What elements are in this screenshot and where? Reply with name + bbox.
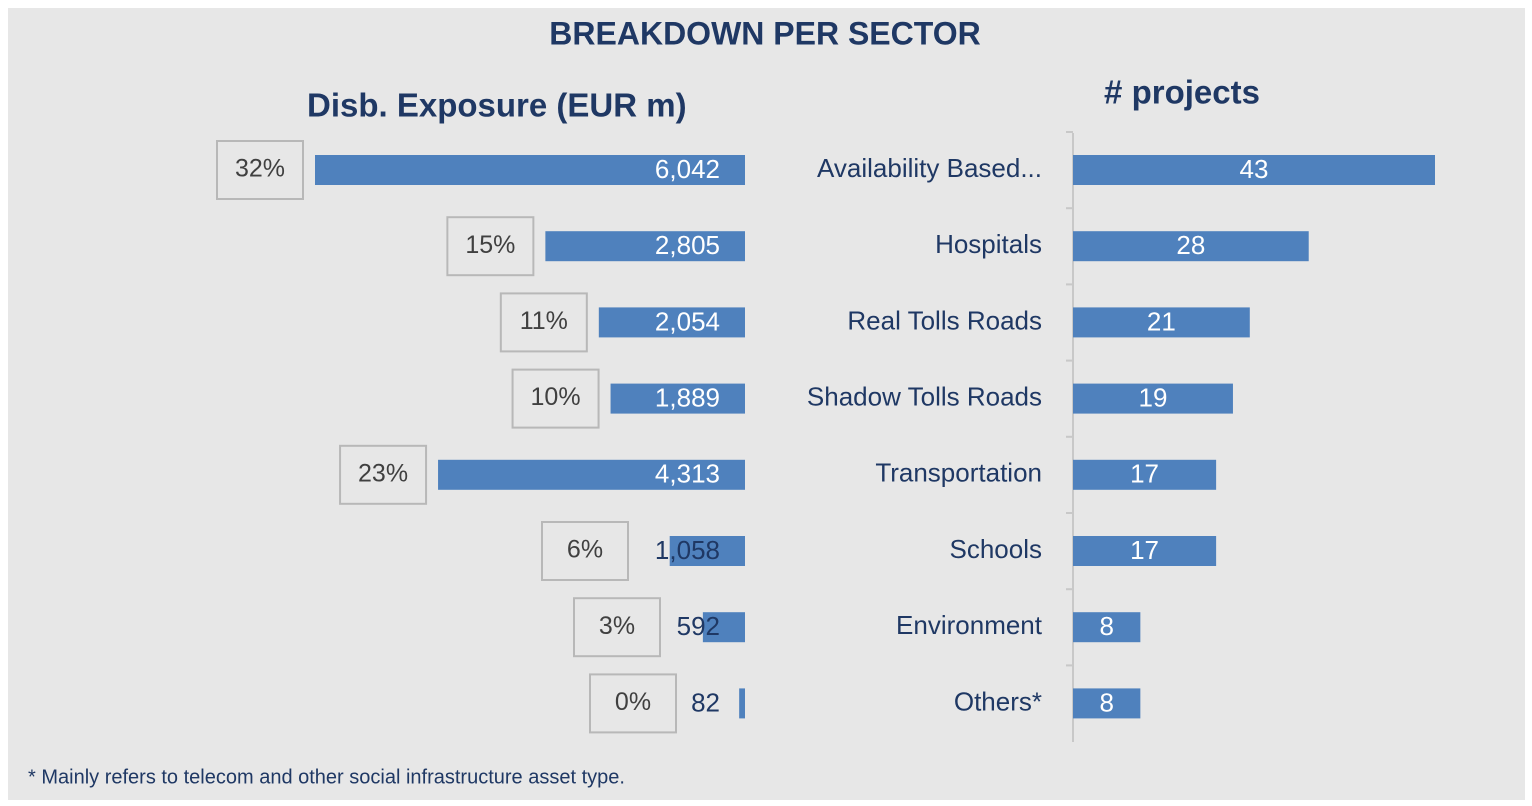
bar — [1073, 459, 1217, 490]
bar — [739, 688, 745, 719]
share-box — [339, 444, 428, 505]
share-label: 32% — [235, 155, 285, 183]
share-label: 23% — [358, 459, 408, 487]
value-label: 6,042 — [655, 154, 720, 184]
bar — [1073, 231, 1309, 262]
category-label: Real Tolls Roads — [847, 305, 1042, 335]
bar — [438, 459, 745, 490]
value-label: 43 — [1240, 154, 1269, 184]
bar — [610, 383, 745, 414]
share-box — [499, 292, 588, 353]
share-label: 6% — [567, 536, 603, 564]
bar — [702, 612, 745, 643]
value-label: 1,889 — [655, 382, 720, 412]
share-box — [216, 140, 304, 200]
category-label: Others* — [954, 686, 1042, 716]
share-label: 10% — [531, 383, 581, 411]
value-label: 17 — [1130, 459, 1159, 489]
value-label: 1,058 — [655, 535, 720, 565]
category-label: Availability Based... — [817, 153, 1042, 183]
share-label: 3% — [599, 612, 635, 640]
category-label: Transportation — [875, 458, 1042, 488]
value-label: 19 — [1139, 382, 1168, 412]
bar — [598, 307, 745, 338]
category-label: Schools — [950, 534, 1043, 564]
background — [8, 8, 1525, 800]
share-label: 0% — [615, 688, 651, 716]
bar — [545, 231, 745, 262]
bar — [1073, 307, 1250, 338]
value-label: 2,805 — [655, 230, 720, 260]
value-label: 28 — [1176, 230, 1205, 260]
share-box — [541, 521, 629, 581]
category-label: Shadow Tolls Roads — [807, 381, 1042, 411]
value-label: 8 — [1099, 687, 1113, 717]
bar — [669, 536, 745, 566]
share-box — [511, 368, 600, 429]
value-label: 592 — [677, 611, 720, 641]
value-label: 8 — [1099, 611, 1113, 641]
value-label: 82 — [691, 687, 720, 717]
value-label: 17 — [1130, 535, 1159, 565]
category-label: Hospitals — [935, 229, 1042, 259]
share-box — [573, 597, 661, 658]
value-label: 4,313 — [655, 459, 720, 489]
bar — [1073, 383, 1233, 414]
share-box — [589, 673, 677, 734]
right-chart-title: # projects — [1104, 74, 1260, 111]
share-box — [446, 216, 535, 277]
left-chart-title: Disb. Exposure (EUR m) — [307, 87, 687, 124]
bar — [1073, 612, 1141, 643]
value-label: 21 — [1147, 306, 1176, 336]
share-label: 15% — [465, 231, 515, 259]
value-label: 2,054 — [655, 306, 720, 336]
bar — [1073, 155, 1435, 185]
share-label: 11% — [520, 307, 568, 335]
bar — [315, 155, 745, 185]
category-label: Environment — [896, 610, 1043, 640]
bar — [1073, 536, 1217, 566]
footnote: * Mainly refers to telecom and other soc… — [28, 766, 625, 788]
page-title: BREAKDOWN PER SECTOR — [549, 15, 980, 51]
bar — [1073, 688, 1141, 719]
